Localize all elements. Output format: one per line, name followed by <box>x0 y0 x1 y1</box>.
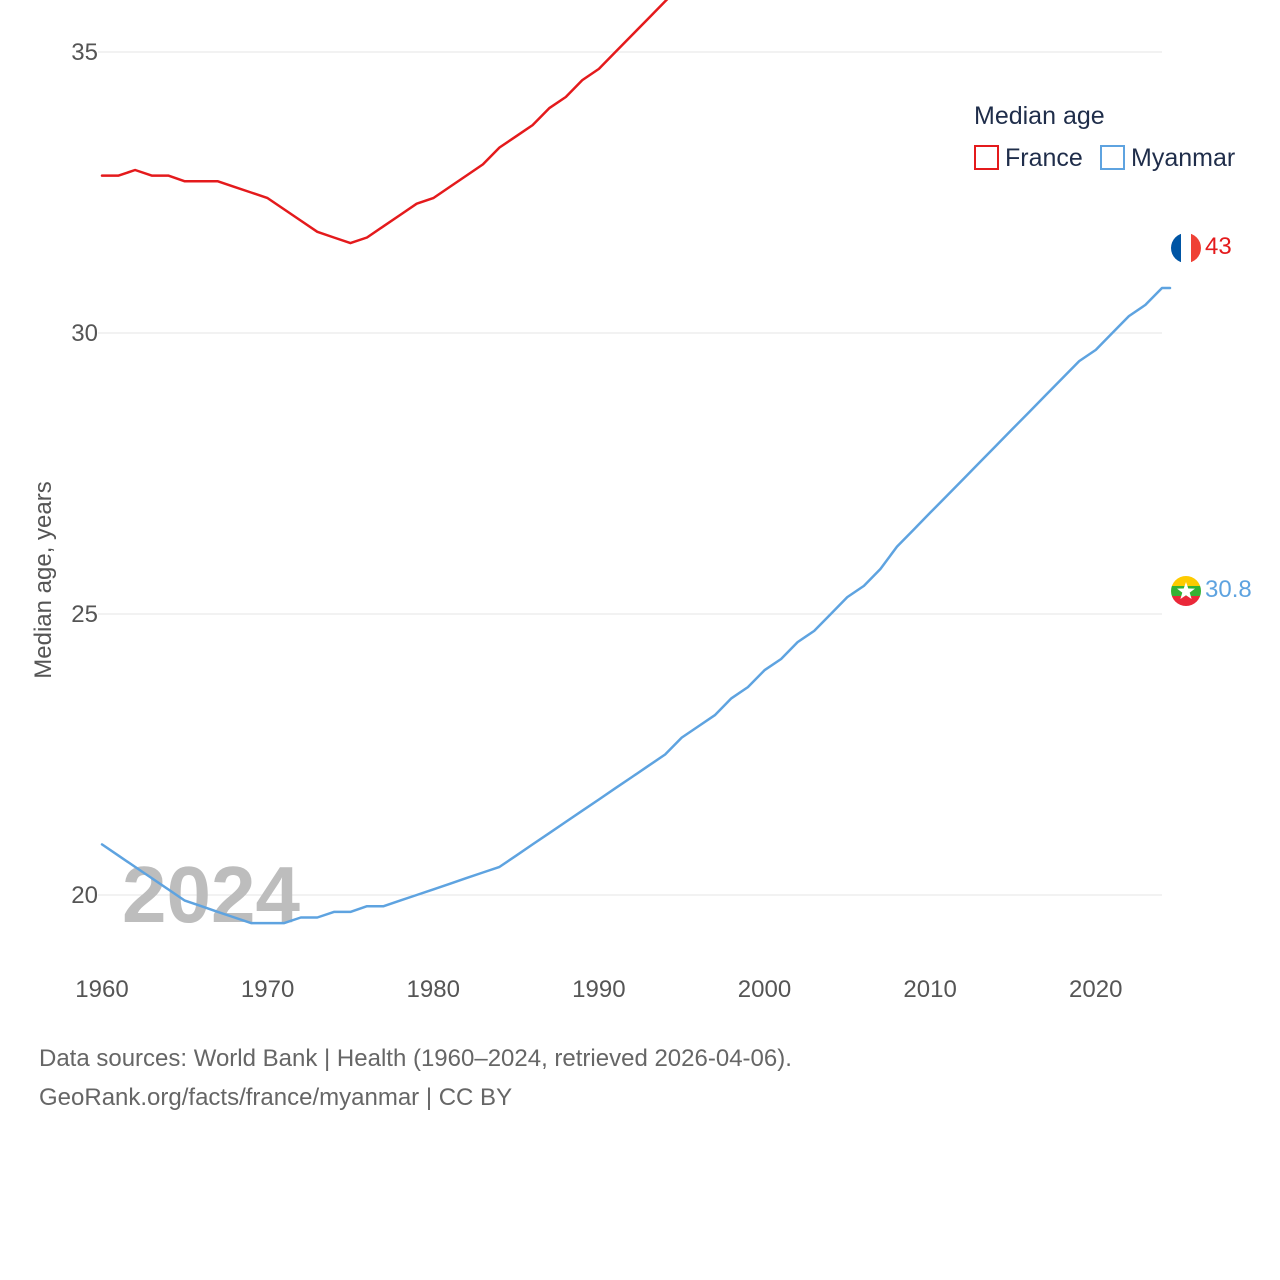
x-tick-label: 2010 <box>903 976 956 1003</box>
y-tick-label: 35 <box>71 39 98 66</box>
legend-title: Median age <box>974 102 1105 130</box>
y-axis-ticks: 2025303540 <box>71 39 98 909</box>
france-flag-icon <box>1171 233 1201 263</box>
x-tick-label: 2000 <box>738 976 791 1003</box>
y-tick-label: 30 <box>71 320 98 347</box>
series-line-france[interactable] <box>100 0 1170 245</box>
grid-lines <box>98 51 1162 896</box>
y-tick-label: 25 <box>71 601 98 628</box>
end-label-myanmar: 30.8 <box>1205 576 1252 603</box>
legend-label-france[interactable]: France <box>1005 144 1083 172</box>
y-tick-label: 20 <box>71 882 98 909</box>
x-tick-label: 2020 <box>1069 976 1122 1003</box>
y-axis-title: Median age, years <box>30 481 57 678</box>
legend-swatch-france <box>974 145 999 170</box>
year-watermark: 2024 <box>122 850 300 939</box>
legend-swatch-myanmar <box>1100 145 1125 170</box>
x-tick-label: 1960 <box>75 976 128 1003</box>
data-sources-note: Data sources: World Bank | Health (1960–… <box>39 1045 792 1072</box>
x-tick-label: 1970 <box>241 976 294 1003</box>
attribution-link[interactable]: GeoRank.org/facts/france/myanmar | CC BY <box>39 1084 513 1111</box>
legend-label-myanmar[interactable]: Myanmar <box>1131 144 1235 172</box>
x-tick-label: 1980 <box>407 976 460 1003</box>
x-axis-ticks: 1960 1970 1980 1990 2000 2010 2020 <box>75 976 1122 1003</box>
legend: Median age France Myanmar <box>974 102 1235 172</box>
myanmar-flag-icon <box>1171 576 1201 606</box>
series-line-myanmar[interactable] <box>100 286 1172 925</box>
end-label-france: 43 <box>1205 233 1232 260</box>
x-tick-label: 1990 <box>572 976 625 1003</box>
series-lines <box>100 0 1172 925</box>
